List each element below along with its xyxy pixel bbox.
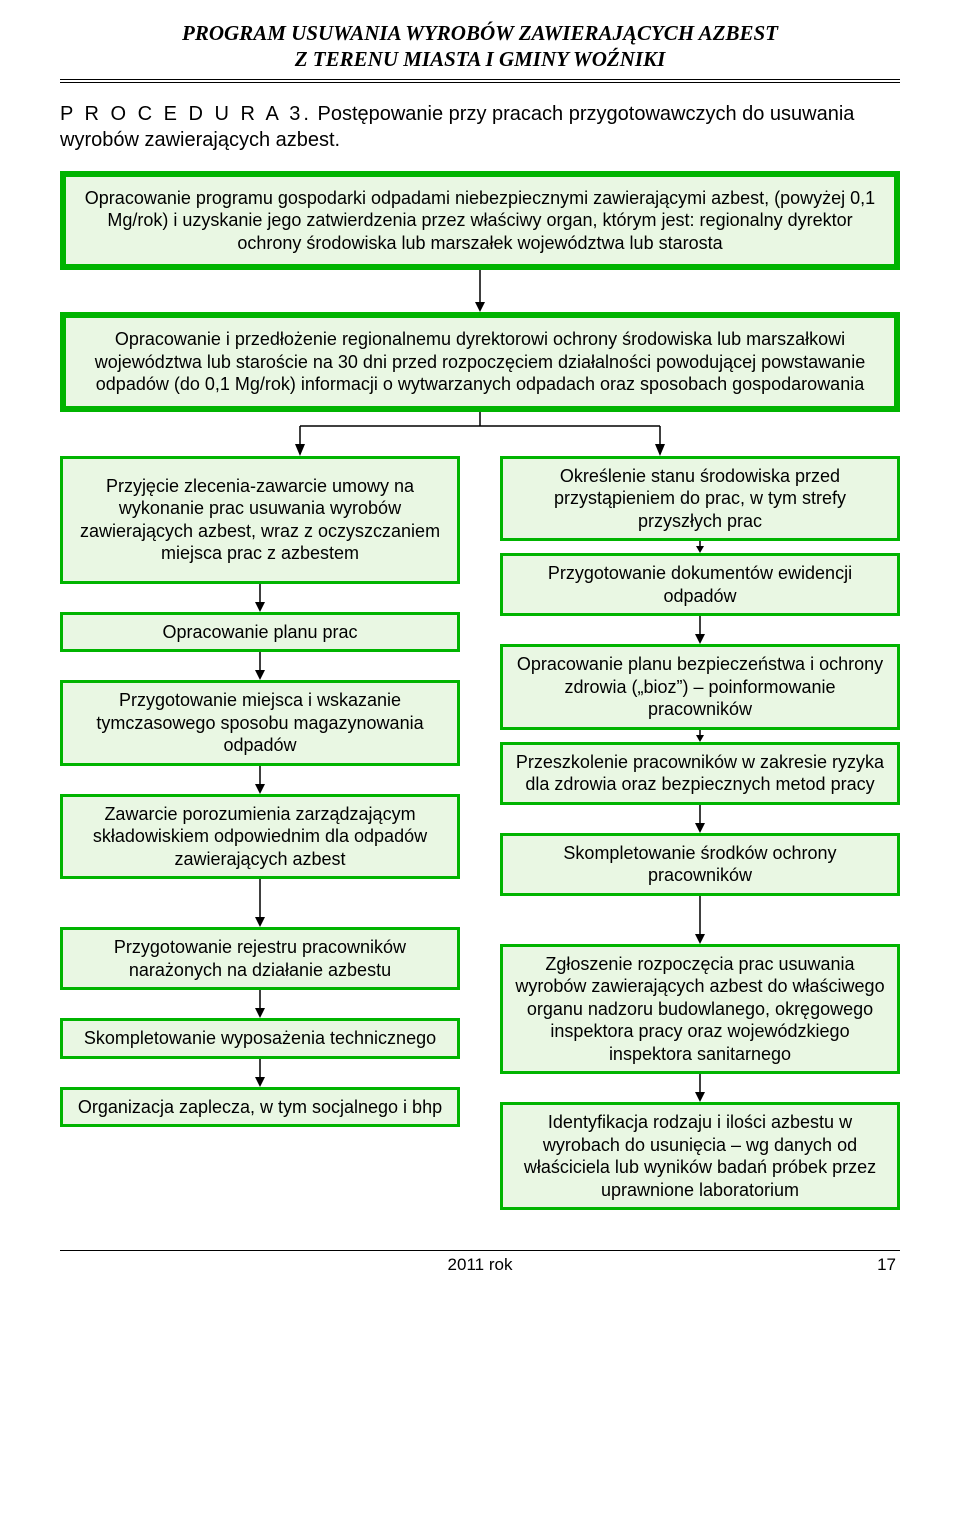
arrow-r3 (690, 730, 710, 742)
right-b2: Przygotowanie dokumentów ewidencji odpad… (500, 553, 900, 616)
left-b6: Skompletowanie wyposażenia technicznego (60, 1018, 460, 1059)
arrow-r6 (690, 1074, 710, 1102)
split-arrow (60, 412, 900, 456)
arrow-l4 (250, 879, 270, 927)
rule-top (60, 79, 900, 80)
arrow-l1 (250, 584, 270, 612)
doc-header: PROGRAM USUWANIA WYROBÓW ZAWIERAJĄCYCH A… (60, 20, 900, 73)
left-b7: Organizacja zaplecza, w tym socjalnego i… (60, 1087, 460, 1128)
footer-year: 2011 rok (104, 1255, 856, 1275)
left-b5: Przygotowanie rejestru pracowników naraż… (60, 927, 460, 990)
col-right: Określenie stanu środowiska przed przyst… (500, 456, 900, 1211)
col-left: Przyjęcie zlecenia-zawarcie umowy na wyk… (60, 456, 460, 1128)
arrow-r1 (690, 541, 710, 553)
procedure-title: P R O C E D U R A 3. Postępowanie przy p… (60, 101, 900, 153)
procedure-label: P R O C E D U R A 3. (60, 103, 312, 125)
left-b3: Przygotowanie miejsca i wskazanie tymcza… (60, 680, 460, 766)
arrow-l3 (250, 766, 270, 794)
footer: 2011 rok 17 (60, 1251, 900, 1275)
arrow-l6 (250, 1059, 270, 1087)
arrow-1 (60, 270, 900, 312)
box-second: Opracowanie i przedłożenie regionalnemu … (60, 312, 900, 412)
header-line1: PROGRAM USUWANIA WYROBÓW ZAWIERAJĄCYCH A… (60, 20, 900, 46)
right-b5: Skompletowanie środków ochrony pracownik… (500, 833, 900, 896)
box-top: Opracowanie programu gospodarki odpadami… (60, 171, 900, 271)
right-b3: Opracowanie planu bezpieczeństwa i ochro… (500, 644, 900, 730)
arrow-r2 (690, 616, 710, 644)
arrow-r5 (690, 896, 710, 944)
left-b4: Zawarcie porozumienia zarządzającym skła… (60, 794, 460, 880)
columns: Przyjęcie zlecenia-zawarcie umowy na wyk… (60, 456, 900, 1211)
right-b1: Określenie stanu środowiska przed przyst… (500, 456, 900, 542)
arrow-l2 (250, 652, 270, 680)
left-b2: Opracowanie planu prac (60, 612, 460, 653)
arrow-r4 (690, 805, 710, 833)
rule-bottom (60, 82, 900, 83)
left-b1: Przyjęcie zlecenia-zawarcie umowy na wyk… (60, 456, 460, 584)
right-b4: Przeszkolenie pracowników w zakresie ryz… (500, 742, 900, 805)
right-b7: Identyfikacja rodzaju i ilości azbestu w… (500, 1102, 900, 1210)
arrow-l5 (250, 990, 270, 1018)
footer-page: 17 (856, 1255, 896, 1275)
right-b6: Zgłoszenie rozpoczęcia prac usuwania wyr… (500, 944, 900, 1075)
header-line2: Z TERENU MIASTA I GMINY WOŹNIKI (60, 46, 900, 72)
